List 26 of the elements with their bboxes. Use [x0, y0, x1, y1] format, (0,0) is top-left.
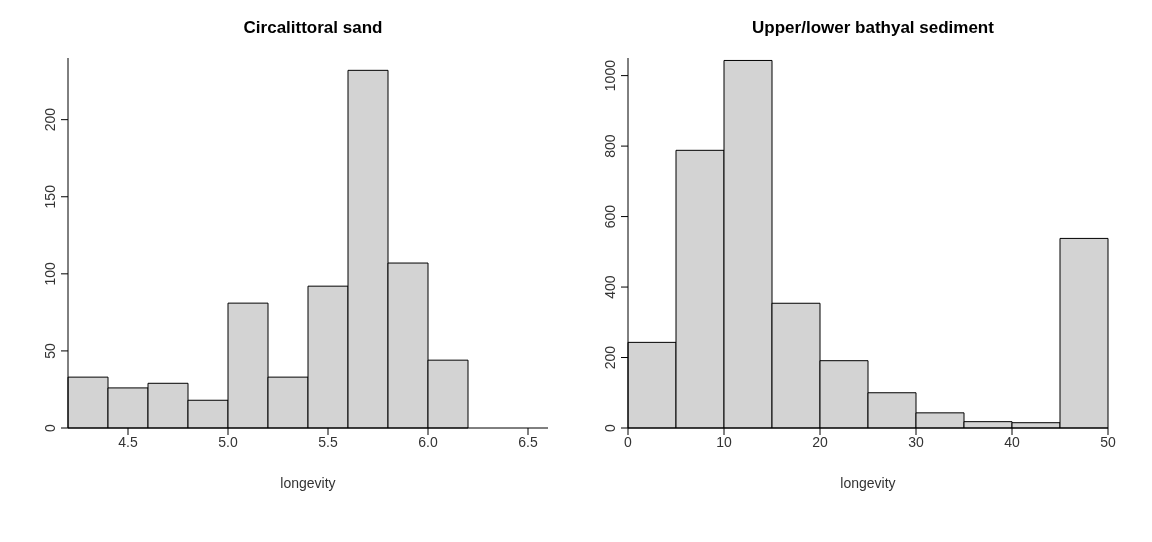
x-tick-label: 40 — [1004, 433, 1020, 450]
chart-title: Upper/lower bathyal sediment — [751, 18, 995, 38]
x-tick-label: 50 — [1100, 433, 1116, 450]
y-tick-label: 1000 — [602, 59, 618, 92]
y-tick-label: 400 — [602, 275, 618, 299]
x-tick-label: 6.5 — [518, 433, 538, 450]
y-tick-label: 0 — [602, 423, 618, 432]
y-tick-label: 800 — [602, 134, 618, 158]
y-tick-label: 100 — [42, 261, 58, 286]
chart-title: Circalittoral sand — [242, 18, 384, 38]
x-tick-label: 20 — [812, 433, 828, 450]
y-tick-label: 50 — [42, 342, 58, 359]
x-tick-label: 5.0 — [218, 433, 238, 450]
x-tick-label: 30 — [908, 433, 924, 450]
x-axis-title: longevity — [280, 475, 336, 491]
x-tick-label: 6.0 — [418, 433, 438, 450]
y-tick-label: 200 — [42, 107, 58, 132]
x-axis-title: longevity — [840, 475, 896, 491]
y-tick-label: 150 — [42, 184, 58, 209]
x-tick-label: 4.5 — [118, 433, 138, 450]
y-tick-label: 600 — [602, 204, 618, 229]
x-tick-label: 0 — [624, 433, 633, 450]
y-tick-label: 0 — [42, 423, 58, 432]
x-tick-label: 10 — [716, 433, 732, 450]
x-tick-label: 5.5 — [318, 433, 338, 450]
y-tick-label: 200 — [602, 345, 618, 370]
